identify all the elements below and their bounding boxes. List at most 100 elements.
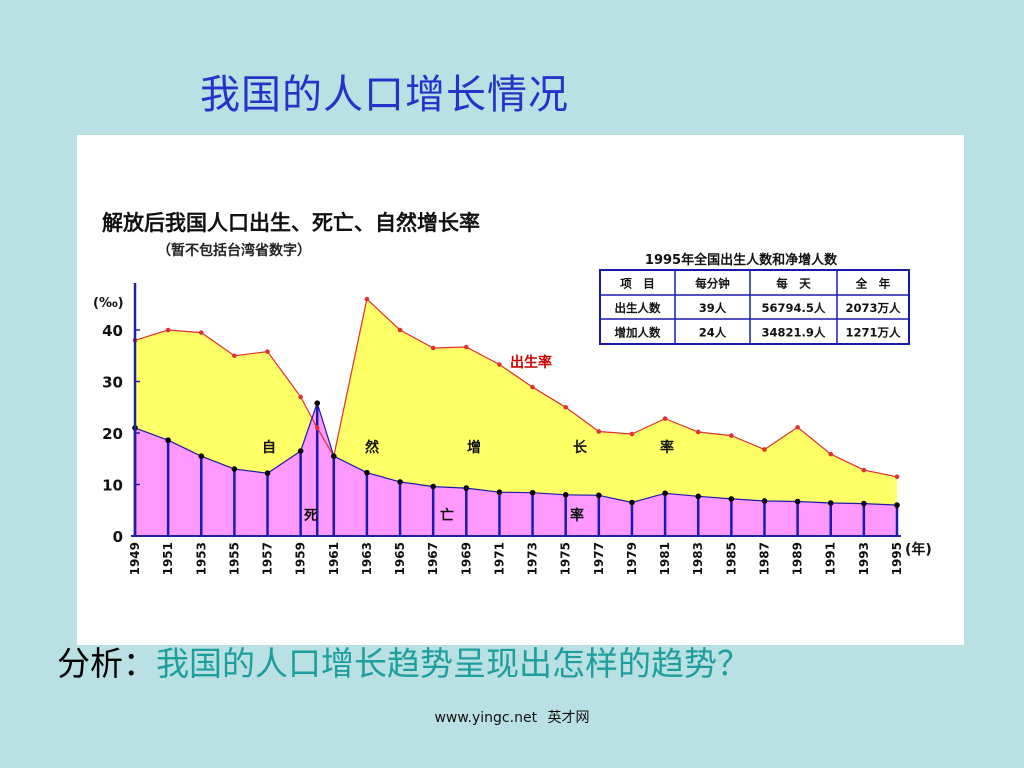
table-cell: 34821.9人 — [762, 326, 826, 340]
birth-rate-point — [430, 345, 436, 351]
birth-rate-point — [464, 344, 469, 350]
birth-rate-point — [662, 416, 668, 421]
birth-rate-point — [265, 349, 270, 354]
death-rate-point — [596, 492, 602, 499]
x-tick-label: 1963 — [360, 542, 374, 575]
x-tick-label: 1995 — [890, 542, 904, 575]
death-rate-point — [662, 490, 668, 497]
footer: www.yingc.net 英才网 — [0, 707, 1024, 727]
natural-growth-label-char: 率 — [660, 439, 674, 456]
table-frame — [599, 269, 910, 345]
plot-area: 0 10 20 30 40 (‰) 1949 1951 1953 1955 1957 1959 1961… — [93, 283, 932, 575]
chart-title: 解放后我国人口出生、死亡、自然增长率 — [102, 211, 480, 235]
death-rate-point — [629, 499, 635, 506]
death-rate-label-char: 率 — [570, 507, 584, 524]
x-tick-label: 1955 — [227, 542, 241, 575]
natural-growth-label-char: 长 — [573, 439, 588, 456]
x-tick-label: 1953 — [194, 542, 208, 575]
x-tick-label: 1977 — [592, 542, 606, 575]
death-rate-point — [761, 498, 768, 504]
birth-rate-point — [298, 394, 303, 400]
death-rate-point — [794, 498, 801, 505]
x-tick-label: 1985 — [724, 542, 738, 575]
death-rate-point — [562, 492, 569, 498]
birth-rate-point — [314, 425, 320, 431]
x-tick-label: 1951 — [161, 542, 175, 575]
x-tick-label: 1993 — [857, 542, 871, 575]
y-tick-label: 10 — [102, 477, 123, 495]
question-prefix: 分析： — [57, 644, 156, 683]
death-rate-point — [861, 500, 867, 507]
question-body: 我国的人口增长趋势呈现出怎样的趋势？ — [156, 644, 750, 683]
birth-rate-point — [198, 330, 204, 335]
table-title: 1995年全国出生人数和净增人数 — [645, 252, 838, 268]
x-tick-label: 1957 — [261, 542, 275, 575]
birth-rate-point — [828, 451, 834, 457]
slide-title: 我国的人口增长情况 — [200, 72, 569, 118]
birth-rate-point — [497, 362, 502, 367]
x-tick-label: 1987 — [757, 542, 771, 575]
death-rate-point — [297, 448, 304, 454]
death-rate-point — [496, 489, 503, 496]
table-header-cell: 全 年 — [855, 277, 891, 291]
birth-rate-point — [563, 404, 568, 410]
death-rate-point — [364, 469, 370, 476]
table-cell: 1271万人 — [845, 326, 901, 340]
natural-growth-label-char: 增 — [467, 439, 481, 456]
death-rate-point — [198, 453, 205, 459]
table-header-cell: 每分钟 — [695, 277, 730, 291]
x-axis-label: (年) — [905, 541, 932, 558]
x-tick-label: 1959 — [294, 542, 308, 575]
natural-growth-label-char: 自 — [262, 439, 276, 456]
birth-rate-point — [165, 327, 171, 333]
x-tick-label: 1989 — [791, 542, 805, 575]
x-tick-label: 1949 — [128, 542, 142, 575]
death-rate-point — [430, 483, 436, 490]
y-axis-label: (‰) — [93, 296, 124, 311]
x-tick-label: 1965 — [393, 542, 407, 575]
death-rate-point — [463, 485, 470, 491]
population-chart: 解放后我国人口出生、死亡、自然增长率 （暂不包括台湾省数字） 0 10 20 30 40… — [93, 211, 932, 575]
chart-subtitle: （暂不包括台湾省数字） — [157, 242, 311, 259]
y-tick-label: 0 — [113, 528, 123, 546]
death-rate-point — [397, 479, 403, 485]
table-cell: 24人 — [699, 326, 727, 340]
birth-rate-point — [762, 447, 767, 452]
birth-rate-point — [729, 433, 734, 438]
footer-brand: 英才网 — [547, 710, 590, 726]
death-rate-point — [827, 500, 834, 506]
birth-rate-point — [695, 429, 701, 435]
death-rate-point — [894, 502, 900, 508]
table-cell: 增加人数 — [615, 326, 661, 340]
birth-rate-point — [397, 327, 403, 333]
x-tick-label: 1961 — [327, 542, 341, 575]
y-tick-label: 40 — [102, 322, 123, 340]
birth-rate-point — [629, 431, 635, 437]
death-rate-point — [264, 470, 271, 476]
birth-rate-point — [530, 384, 535, 390]
birth-rate-point — [232, 353, 237, 359]
death-rate-point — [529, 489, 536, 496]
death-rate-point — [314, 400, 321, 406]
table-cell: 2073万人 — [845, 301, 901, 315]
y-tick-label: 30 — [102, 374, 123, 392]
birth-rate-point — [795, 425, 800, 430]
death-rate-point — [231, 466, 238, 472]
x-tick-label: 1981 — [658, 542, 672, 575]
death-rate-point — [165, 437, 171, 444]
death-rate-point — [728, 496, 735, 502]
x-tick-label: 1991 — [824, 542, 838, 575]
birth-rate-point — [364, 296, 370, 302]
birth-rate-series-label: 出生率 — [510, 354, 552, 371]
footer-site: www.yingc.net — [434, 710, 538, 726]
death-rate-point — [330, 453, 337, 459]
x-tick-label: 1971 — [492, 542, 506, 575]
table-cell: 56794.5人 — [762, 301, 826, 315]
y-tick-label: 20 — [102, 425, 123, 443]
birth-rate-point — [596, 429, 602, 434]
death-rate-label-char: 死 — [303, 508, 318, 524]
x-tick-label: 1967 — [426, 542, 440, 575]
x-tick-label: 1973 — [526, 542, 540, 575]
birth-rate-point — [861, 467, 867, 473]
